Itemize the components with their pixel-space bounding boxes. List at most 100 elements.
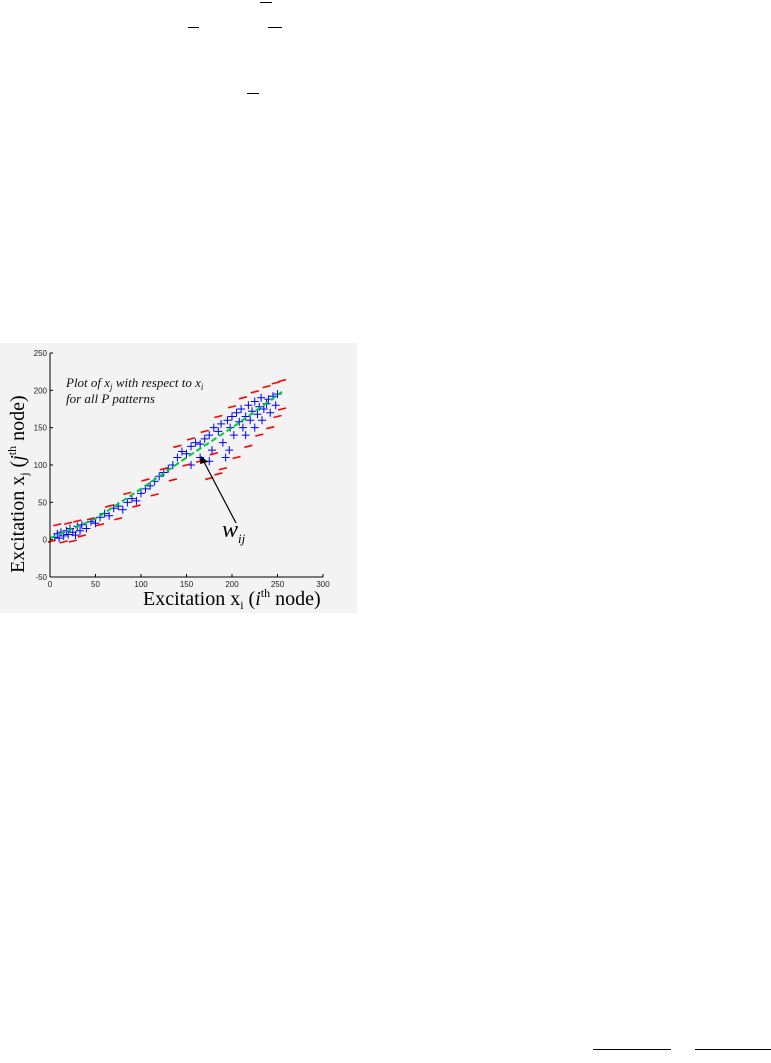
data-point <box>64 530 73 539</box>
data-point <box>262 384 271 389</box>
data-point <box>91 519 100 528</box>
x-tick-label: 150 <box>180 580 194 589</box>
series-0 <box>50 390 282 543</box>
y-tick-label: -50 <box>35 573 47 582</box>
data-point <box>250 390 259 394</box>
y-tick-label: 150 <box>34 424 48 433</box>
y-tick-label: 0 <box>43 536 48 545</box>
data-point <box>141 478 150 482</box>
data-point <box>257 393 266 402</box>
data-point <box>173 444 182 449</box>
x-tick-label: 300 <box>316 580 330 589</box>
scatter-figure: 0 50 100 150 200 250 300 -50 0 50 100 150 200 250 Plo… <box>0 343 357 613</box>
data-point <box>191 438 200 447</box>
data-point <box>123 491 132 496</box>
data-point <box>59 540 68 544</box>
data-point <box>118 505 127 514</box>
x-tick-label: 200 <box>225 580 239 589</box>
data-point <box>253 410 262 419</box>
data-point <box>277 407 287 411</box>
y-tick-label: 100 <box>34 461 48 470</box>
fit-line <box>49 391 283 540</box>
formula-bar <box>188 27 199 28</box>
data-point <box>47 539 57 543</box>
data-point <box>217 419 226 428</box>
data-point <box>259 405 268 413</box>
data-point <box>218 466 228 471</box>
x-tick-label: 100 <box>134 580 148 589</box>
data-point <box>68 539 77 543</box>
y-axis-title: Excitation xj (jth node) <box>5 395 31 573</box>
data-point <box>225 446 234 455</box>
formula-bar <box>593 1049 671 1050</box>
weight-label: wij <box>222 517 246 546</box>
x-axis-title: Excitation xi (ith node) <box>143 586 321 612</box>
x-tick-label: 250 <box>271 580 285 589</box>
data-point <box>255 402 264 411</box>
data-point <box>246 416 255 425</box>
data-point <box>241 431 250 440</box>
formula-bar <box>260 2 272 3</box>
data-point <box>53 522 62 527</box>
data-point <box>273 414 282 419</box>
data-point <box>232 455 241 460</box>
data-point <box>238 396 248 400</box>
data-point <box>227 404 237 409</box>
data-point <box>244 401 253 410</box>
data-point <box>207 446 216 455</box>
data-point <box>238 423 247 432</box>
formula-bar <box>695 1049 771 1050</box>
data-point <box>205 431 214 440</box>
data-point <box>168 478 178 482</box>
data-point <box>223 416 232 425</box>
data-point <box>132 504 141 508</box>
data-point <box>114 516 123 521</box>
x-tick-label: 50 <box>91 580 100 589</box>
data-point <box>177 447 186 456</box>
data-point <box>214 472 223 476</box>
data-point <box>73 519 82 523</box>
data-point <box>214 427 223 436</box>
data-point <box>196 453 205 462</box>
formula-bar <box>247 93 259 94</box>
data-point <box>146 481 155 490</box>
data-point <box>182 463 191 467</box>
data-point <box>250 423 259 432</box>
data-point <box>55 534 64 543</box>
data-point <box>241 412 250 421</box>
data-point <box>86 516 96 521</box>
data-point <box>137 489 145 498</box>
data-point <box>123 498 132 507</box>
data-point <box>228 412 236 421</box>
data-point <box>214 414 223 419</box>
data-point <box>104 504 114 508</box>
data-point <box>209 423 218 432</box>
data-point <box>277 378 287 383</box>
data-point <box>95 522 105 527</box>
data-point <box>159 466 168 471</box>
data-point <box>221 453 230 462</box>
data-point <box>64 521 73 526</box>
data-point <box>187 442 196 451</box>
data-point <box>82 524 91 533</box>
y-tick-label: 250 <box>34 349 48 358</box>
data-point <box>76 526 85 535</box>
data-point <box>218 438 227 447</box>
annotation-line-2: for all P patterns <box>66 391 155 406</box>
data-point <box>182 449 191 458</box>
y-tick-label: 200 <box>34 386 48 395</box>
data-point <box>250 397 259 406</box>
chart-marks <box>47 378 287 544</box>
data-point <box>229 431 238 440</box>
y-tick-label: 50 <box>38 498 47 507</box>
formula-bar <box>268 27 282 28</box>
data-point <box>237 405 246 413</box>
data-point <box>271 401 280 410</box>
data-point <box>232 408 241 417</box>
data-point <box>258 416 267 425</box>
data-point <box>173 453 182 462</box>
data-point <box>196 440 205 449</box>
series-1 <box>47 378 287 544</box>
